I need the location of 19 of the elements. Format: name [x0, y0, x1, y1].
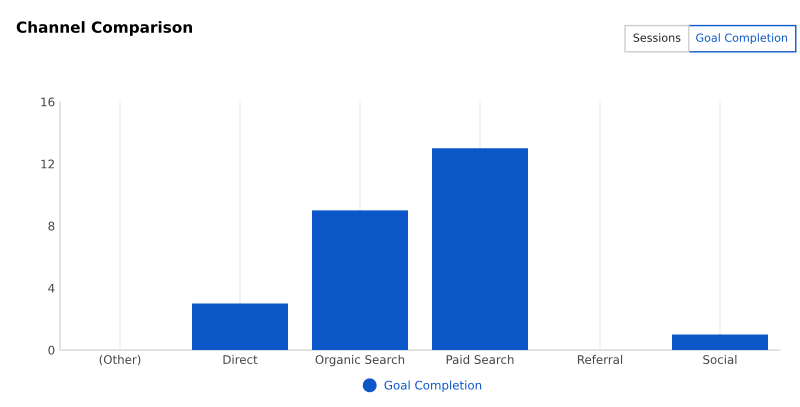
text: Sessions: [634, 33, 680, 42]
x-tick-label: (Other): [100, 354, 140, 366]
x-tick-label: Social: [703, 354, 736, 364]
x-tick-label: Organic Search: [316, 354, 404, 366]
chart-title: Channel Comparison: [16, 21, 192, 36]
x-tick-label: Paid Search: [446, 354, 514, 364]
bar: [432, 148, 528, 350]
legend-label: Goal Completion: [384, 380, 482, 392]
y-tick-label: 16: [41, 97, 54, 106]
text: Goal Completion: [696, 33, 788, 44]
bar: [192, 303, 288, 350]
y-tick-label: 12: [41, 160, 54, 168]
y-tick-label: 8: [48, 222, 54, 231]
y-tick-label: 4: [48, 284, 54, 292]
y-tick-label: 0: [48, 346, 54, 355]
x-tick-label: Direct: [223, 354, 258, 364]
x-tick-label: Referral: [578, 354, 622, 364]
bar: [672, 334, 768, 350]
bar: [312, 210, 408, 350]
